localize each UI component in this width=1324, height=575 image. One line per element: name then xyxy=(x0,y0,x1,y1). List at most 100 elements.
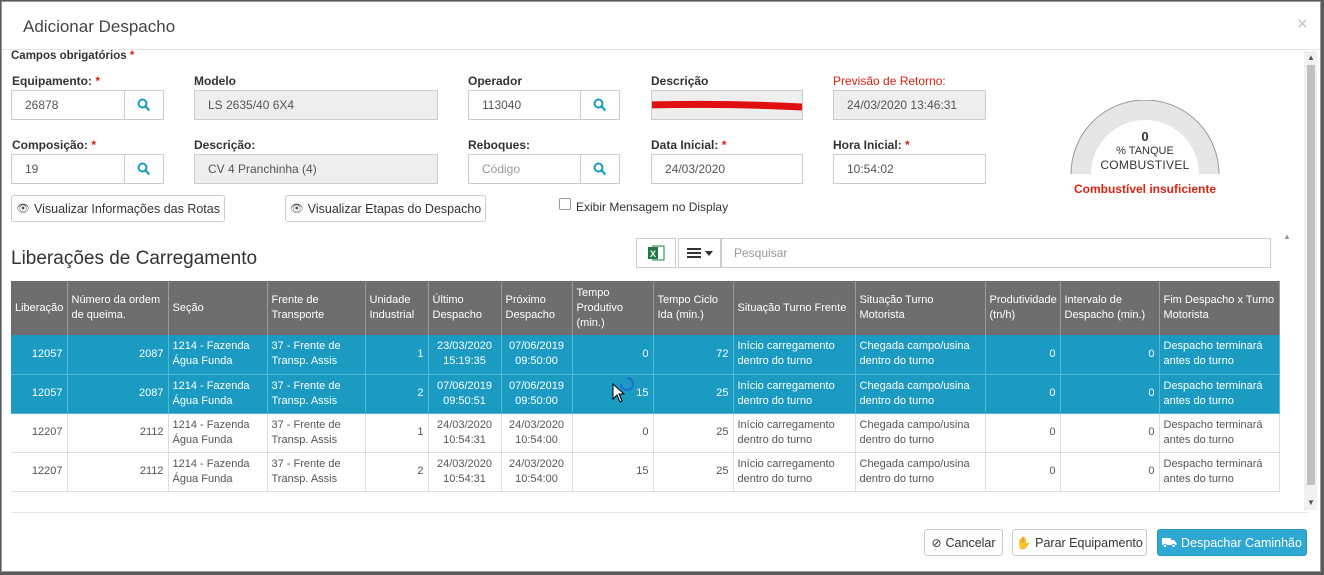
table-cell: 0 xyxy=(572,413,654,453)
descricao-composicao-label: Descrição: xyxy=(194,138,256,152)
table-cell: Chegada campo/usina dentro do turno xyxy=(855,452,986,492)
equipamento-search-button[interactable] xyxy=(124,90,164,120)
table-row[interactable]: 12057 2087 1214 - Fazenda Água Funda 37 - F… xyxy=(11,374,1280,414)
close-icon[interactable]: × xyxy=(1296,14,1308,35)
col-header[interactable]: Próximo Despacho xyxy=(501,281,573,335)
cancel-button[interactable]: ⊘ Cancelar xyxy=(924,529,1003,556)
table-cell: 12057 xyxy=(11,374,68,414)
equipamento-label: Equipamento: * xyxy=(12,74,101,88)
col-header[interactable]: Situação Turno Frente xyxy=(733,281,856,335)
view-stages-button[interactable]: 👁 Visualizar Etapas do Despacho xyxy=(285,195,486,222)
table-row[interactable]: 12207 2112 1214 - Fazenda Água Funda 37 - F… xyxy=(11,452,1280,492)
search-icon xyxy=(137,162,151,176)
composicao-search-button[interactable] xyxy=(124,154,164,184)
stop-equipment-button[interactable]: ✋ Parar Equipamento xyxy=(1012,529,1147,556)
col-header[interactable]: Tempo Produtivo (min.) xyxy=(572,281,654,335)
col-header[interactable]: Último Despacho xyxy=(428,281,502,335)
hora-inicial-label: Hora Inicial: * xyxy=(833,138,910,152)
col-header[interactable]: Frente de Transporte xyxy=(267,281,366,335)
eye-icon: 👁 xyxy=(16,203,30,215)
table-cell: 1 xyxy=(365,335,429,375)
footer-divider xyxy=(11,512,1307,513)
table-cell: 12207 xyxy=(11,452,68,492)
reboques-search-button[interactable] xyxy=(580,154,620,184)
export-excel-button[interactable]: X xyxy=(636,238,676,268)
equipamento-input[interactable]: 26878 xyxy=(11,90,126,120)
dispatch-truck-button[interactable]: Despachar Caminhão xyxy=(1157,529,1307,556)
display-message-checkbox[interactable] xyxy=(559,198,571,210)
table-cell: 23/03/2020 15:19:35 xyxy=(428,335,502,375)
view-routes-button[interactable]: 👁 Visualizar Informações das Rotas xyxy=(11,195,225,222)
table-cell: 0 xyxy=(1060,374,1160,414)
table-cell: Despacho terminará antes do turno xyxy=(1159,452,1280,492)
data-inicial-label: Data Inicial: * xyxy=(651,138,727,152)
fuel-warning: Combustível insuficiente xyxy=(1073,182,1217,196)
table-cell: Chegada campo/usina dentro do turno xyxy=(855,413,986,453)
operador-search-button[interactable] xyxy=(580,90,620,120)
reboques-input[interactable]: Código xyxy=(468,154,583,184)
table-scroll-up-icon[interactable]: ▲ xyxy=(1283,232,1291,241)
col-header[interactable]: Situação Turno Motorista xyxy=(855,281,986,335)
table-cell: 0 xyxy=(1060,452,1160,492)
table-row[interactable]: 12207 2112 1214 - Fazenda Água Funda 37 - F… xyxy=(11,413,1280,453)
table-cell: 1214 - Fazenda Água Funda xyxy=(168,335,268,375)
scrollbar-thumb[interactable] xyxy=(1307,65,1315,485)
loading-spinner-icon xyxy=(620,377,634,391)
list-icon xyxy=(686,248,701,258)
search-icon xyxy=(593,98,607,112)
table-cell: 1 xyxy=(365,413,429,453)
svg-text:X: X xyxy=(650,249,656,259)
col-header[interactable]: Seção xyxy=(168,281,268,335)
table-cell: 72 xyxy=(653,335,734,375)
table-cell: 0 xyxy=(985,452,1061,492)
descricao-operador-label: Descrição xyxy=(651,74,709,88)
table-row[interactable]: 12057 2087 1214 - Fazenda Água Funda 37 - F… xyxy=(11,335,1280,375)
table-cell: 2 xyxy=(365,452,429,492)
table-cell: 2 xyxy=(365,374,429,414)
table-cell: 12057 xyxy=(11,335,68,375)
previsao-retorno-label: Previsão de Retorno: xyxy=(833,74,946,88)
scroll-up-icon[interactable]: ▲ xyxy=(1307,53,1315,62)
table-cell: 24/03/2020 10:54:00 xyxy=(501,413,573,453)
col-header[interactable]: Produtividade (tn/h) xyxy=(985,281,1061,335)
redaction-mark xyxy=(652,100,802,111)
data-inicial-input[interactable]: 24/03/2020 xyxy=(651,154,803,184)
table-cell: Chegada campo/usina dentro do turno xyxy=(855,374,986,414)
table-cell: 0 xyxy=(985,335,1061,375)
col-header[interactable]: Número da ordem de queima. xyxy=(67,281,169,335)
col-header[interactable]: Liberação xyxy=(11,281,68,335)
col-header[interactable]: Tempo Ciclo Ida (min.) xyxy=(653,281,734,335)
table-cell: Início carregamento dentro do turno xyxy=(733,335,856,375)
composicao-label: Composição: * xyxy=(12,138,97,152)
fuel-gauge-unit: % TANQUE xyxy=(1116,145,1174,157)
hora-inicial-input[interactable]: 10:54:02 xyxy=(833,154,986,184)
table-cell: 24/03/2020 10:54:00 xyxy=(501,452,573,492)
table-cell: Início carregamento dentro do turno xyxy=(733,413,856,453)
display-message-label: Exibir Mensagem no Display xyxy=(576,200,729,214)
fuel-gauge-value: 0 xyxy=(1141,129,1149,144)
ban-icon: ⊘ xyxy=(931,535,942,550)
table-cell: 15 xyxy=(572,452,654,492)
columns-menu-button[interactable] xyxy=(678,238,721,268)
table-cell: Chegada campo/usina dentro do turno xyxy=(855,335,986,375)
operador-input[interactable]: 113040 xyxy=(468,90,583,120)
table-cell: 24/03/2020 10:54:31 xyxy=(428,413,502,453)
table-cell: Despacho terminará antes do turno xyxy=(1159,413,1280,453)
col-header[interactable]: Unidade Industrial xyxy=(365,281,429,335)
table-cell: 37 - Frente de Transp. Assis xyxy=(267,335,366,375)
col-header[interactable]: Intervalo de Despacho (min.) xyxy=(1060,281,1160,335)
composicao-input[interactable]: 19 xyxy=(11,154,126,184)
fuel-gauge-unit-label: COMBUSTIVEL xyxy=(1100,158,1190,172)
descricao-operador-input xyxy=(651,90,803,120)
table-cell: 2112 xyxy=(67,413,169,453)
scroll-down-icon[interactable]: ▼ xyxy=(1307,498,1315,507)
modal-title: Adicionar Despacho xyxy=(23,17,176,36)
col-header[interactable]: Fim Despacho x Turno Motorista xyxy=(1159,281,1280,335)
hand-icon: ✋ xyxy=(1016,535,1032,550)
modal-header: Adicionar Despacho × xyxy=(2,2,1320,50)
table-search-input[interactable]: Pesquisar xyxy=(721,238,1271,268)
caret-down-icon xyxy=(704,250,713,256)
table-cell: Início carregamento dentro do turno xyxy=(733,452,856,492)
table-cell: 07/06/2019 09:50:00 xyxy=(501,374,573,414)
table-cell: Despacho terminará antes do turno xyxy=(1159,335,1280,375)
